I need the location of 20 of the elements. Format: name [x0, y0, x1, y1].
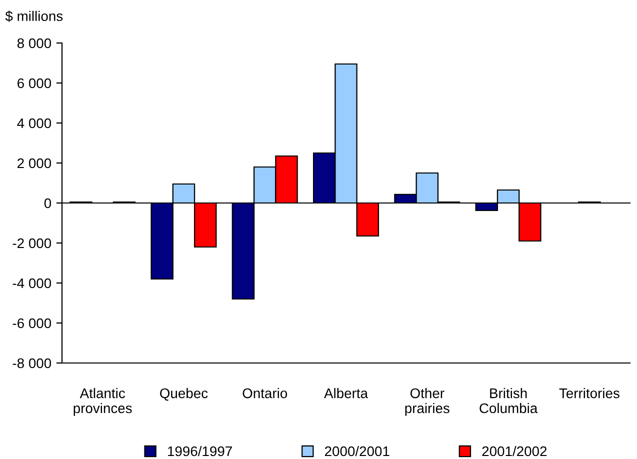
y-axis-title: $ millions	[5, 10, 63, 22]
legend-label: 2001/2002	[482, 446, 547, 456]
x-tick-label: Atlantic provinces	[74, 388, 132, 416]
y-tick-label: -6 000	[12, 318, 52, 328]
x-tick-label: British Columbia	[480, 388, 538, 414]
legend-label: 1996/1997	[168, 446, 232, 456]
y-tick-label: -4 000	[12, 278, 52, 288]
y-tick-label: -2 000	[12, 238, 52, 248]
y-tick-label: 8 000	[17, 38, 52, 48]
x-tick-label: Other prairies	[405, 388, 450, 416]
x-tick-label: Quebec	[160, 388, 208, 401]
x-tick-label: Alberta	[324, 388, 368, 398]
y-tick-label: -8 000	[12, 358, 52, 368]
y-tick-label: 6 000	[18, 78, 52, 88]
x-tick-label: Ontario	[242, 388, 288, 398]
y-tick-label: 0	[44, 198, 52, 208]
y-tick-label: 2 000	[18, 158, 52, 168]
x-tick-label: Territories	[559, 388, 620, 398]
legend-label: 2000/2001	[324, 446, 390, 456]
y-tick-label: 4 000	[17, 118, 52, 128]
